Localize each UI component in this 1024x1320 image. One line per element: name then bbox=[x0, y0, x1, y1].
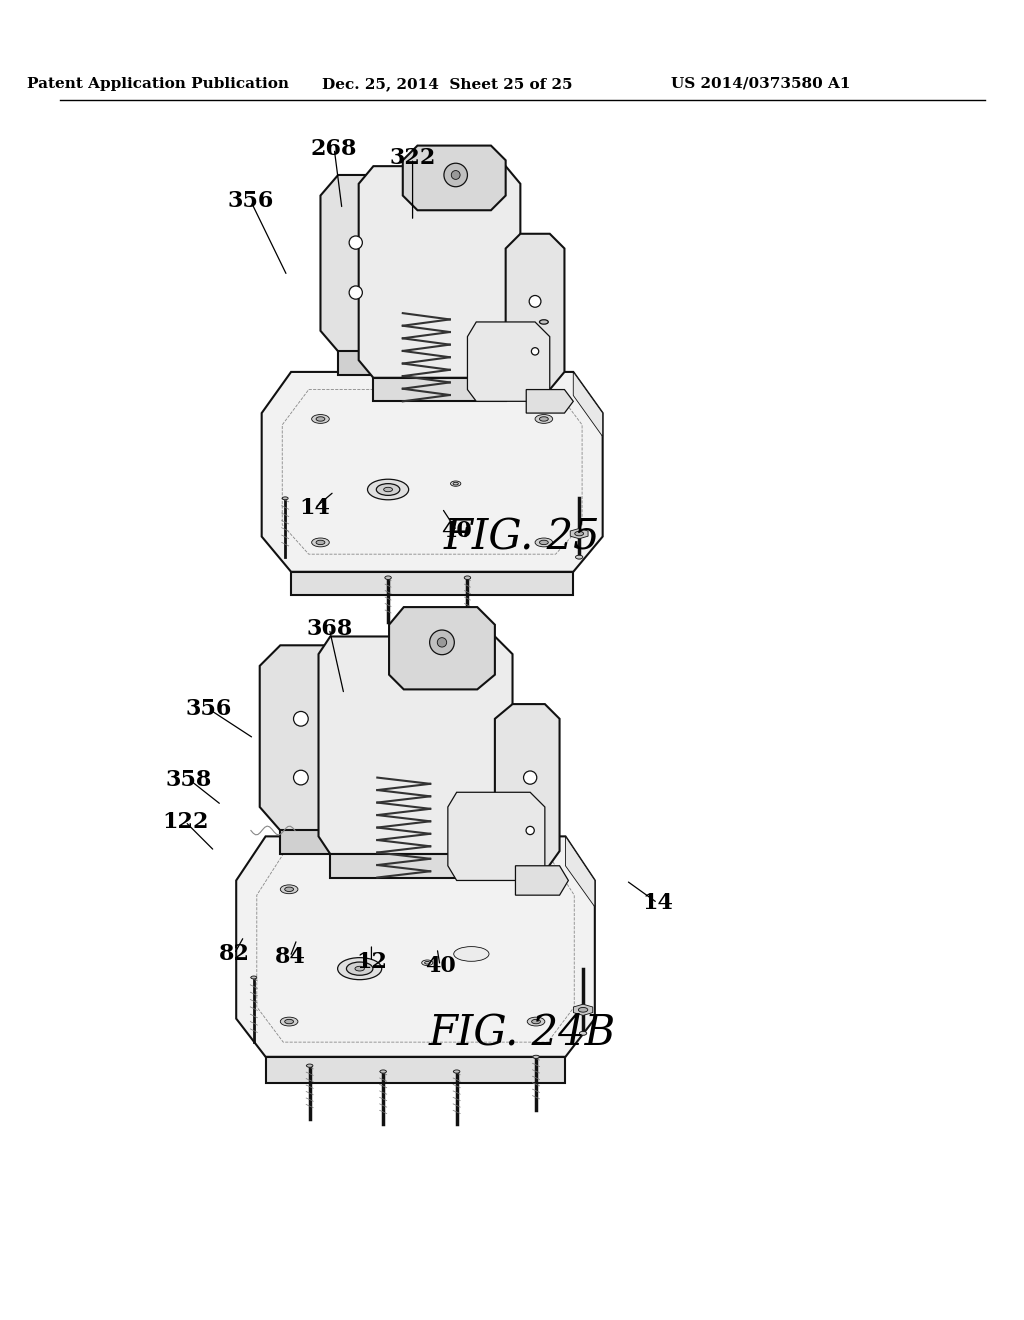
Circle shape bbox=[437, 638, 446, 647]
Ellipse shape bbox=[349, 236, 362, 249]
Ellipse shape bbox=[368, 479, 409, 500]
Polygon shape bbox=[526, 389, 573, 413]
Polygon shape bbox=[321, 176, 374, 351]
Ellipse shape bbox=[540, 540, 548, 545]
Polygon shape bbox=[573, 372, 603, 437]
Text: 358: 358 bbox=[166, 768, 212, 791]
Polygon shape bbox=[291, 572, 573, 595]
Ellipse shape bbox=[580, 1031, 587, 1035]
Text: 14: 14 bbox=[642, 892, 673, 913]
Polygon shape bbox=[467, 322, 550, 401]
Polygon shape bbox=[281, 830, 331, 854]
Polygon shape bbox=[374, 378, 506, 401]
Ellipse shape bbox=[338, 957, 382, 979]
Text: 356: 356 bbox=[227, 190, 274, 213]
Text: 84: 84 bbox=[274, 946, 305, 968]
Ellipse shape bbox=[283, 496, 288, 500]
Ellipse shape bbox=[349, 286, 362, 300]
Ellipse shape bbox=[540, 417, 548, 421]
Polygon shape bbox=[447, 792, 545, 880]
Ellipse shape bbox=[294, 771, 308, 785]
Text: Dec. 25, 2014  Sheet 25 of 25: Dec. 25, 2014 Sheet 25 of 25 bbox=[322, 77, 572, 91]
Polygon shape bbox=[402, 145, 506, 210]
Ellipse shape bbox=[523, 771, 537, 784]
Text: 368: 368 bbox=[306, 618, 352, 640]
Ellipse shape bbox=[422, 960, 433, 965]
Text: 322: 322 bbox=[389, 148, 436, 169]
Ellipse shape bbox=[281, 884, 298, 894]
Ellipse shape bbox=[311, 414, 330, 424]
Ellipse shape bbox=[285, 1019, 294, 1024]
Text: 122: 122 bbox=[162, 810, 209, 833]
Text: 40: 40 bbox=[425, 954, 456, 977]
Ellipse shape bbox=[531, 1019, 541, 1024]
Ellipse shape bbox=[453, 482, 459, 484]
Ellipse shape bbox=[316, 417, 325, 421]
Ellipse shape bbox=[311, 539, 330, 546]
Ellipse shape bbox=[579, 1007, 588, 1012]
Text: 268: 268 bbox=[311, 137, 357, 160]
Circle shape bbox=[444, 164, 467, 186]
Ellipse shape bbox=[526, 826, 535, 834]
Text: FIG. 24B: FIG. 24B bbox=[429, 1011, 616, 1053]
Polygon shape bbox=[338, 351, 374, 375]
Ellipse shape bbox=[306, 1064, 313, 1068]
Ellipse shape bbox=[425, 961, 430, 964]
Ellipse shape bbox=[532, 1055, 540, 1059]
Ellipse shape bbox=[529, 296, 541, 308]
Text: 12: 12 bbox=[356, 950, 387, 973]
Polygon shape bbox=[260, 645, 331, 830]
Ellipse shape bbox=[575, 556, 583, 560]
Ellipse shape bbox=[531, 887, 541, 891]
Ellipse shape bbox=[281, 1018, 298, 1026]
Ellipse shape bbox=[536, 539, 553, 546]
Ellipse shape bbox=[380, 1071, 386, 1073]
Polygon shape bbox=[331, 854, 495, 878]
Polygon shape bbox=[506, 234, 564, 389]
Polygon shape bbox=[318, 636, 513, 854]
Ellipse shape bbox=[540, 319, 548, 325]
Text: 356: 356 bbox=[185, 698, 232, 719]
Ellipse shape bbox=[527, 1018, 545, 1026]
Ellipse shape bbox=[451, 480, 461, 486]
Text: 82: 82 bbox=[219, 942, 250, 965]
Ellipse shape bbox=[385, 576, 391, 579]
Text: US 2014/0373580 A1: US 2014/0373580 A1 bbox=[671, 77, 850, 91]
Ellipse shape bbox=[355, 966, 365, 972]
Polygon shape bbox=[270, 380, 594, 528]
Ellipse shape bbox=[574, 532, 584, 536]
Polygon shape bbox=[515, 866, 568, 895]
Polygon shape bbox=[495, 704, 559, 871]
Ellipse shape bbox=[384, 487, 392, 492]
Polygon shape bbox=[570, 528, 588, 539]
Text: 40: 40 bbox=[441, 520, 472, 541]
Ellipse shape bbox=[531, 347, 539, 355]
Text: Patent Application Publication: Patent Application Publication bbox=[27, 77, 289, 91]
Polygon shape bbox=[573, 1005, 593, 1015]
Ellipse shape bbox=[251, 975, 257, 979]
Polygon shape bbox=[262, 372, 603, 572]
Text: 14: 14 bbox=[299, 498, 330, 519]
Ellipse shape bbox=[346, 962, 373, 975]
Circle shape bbox=[430, 630, 455, 655]
Ellipse shape bbox=[454, 1071, 460, 1073]
Polygon shape bbox=[565, 837, 595, 907]
Polygon shape bbox=[389, 607, 495, 689]
Ellipse shape bbox=[285, 887, 294, 891]
Ellipse shape bbox=[377, 483, 399, 495]
Ellipse shape bbox=[536, 414, 553, 424]
Ellipse shape bbox=[294, 711, 308, 726]
Ellipse shape bbox=[527, 884, 545, 894]
Circle shape bbox=[452, 170, 460, 180]
Text: FIG. 25: FIG. 25 bbox=[444, 516, 601, 558]
Ellipse shape bbox=[316, 540, 325, 545]
Polygon shape bbox=[237, 837, 595, 1057]
Polygon shape bbox=[358, 166, 520, 378]
Ellipse shape bbox=[464, 576, 471, 579]
Polygon shape bbox=[265, 1057, 565, 1084]
Ellipse shape bbox=[454, 946, 489, 961]
